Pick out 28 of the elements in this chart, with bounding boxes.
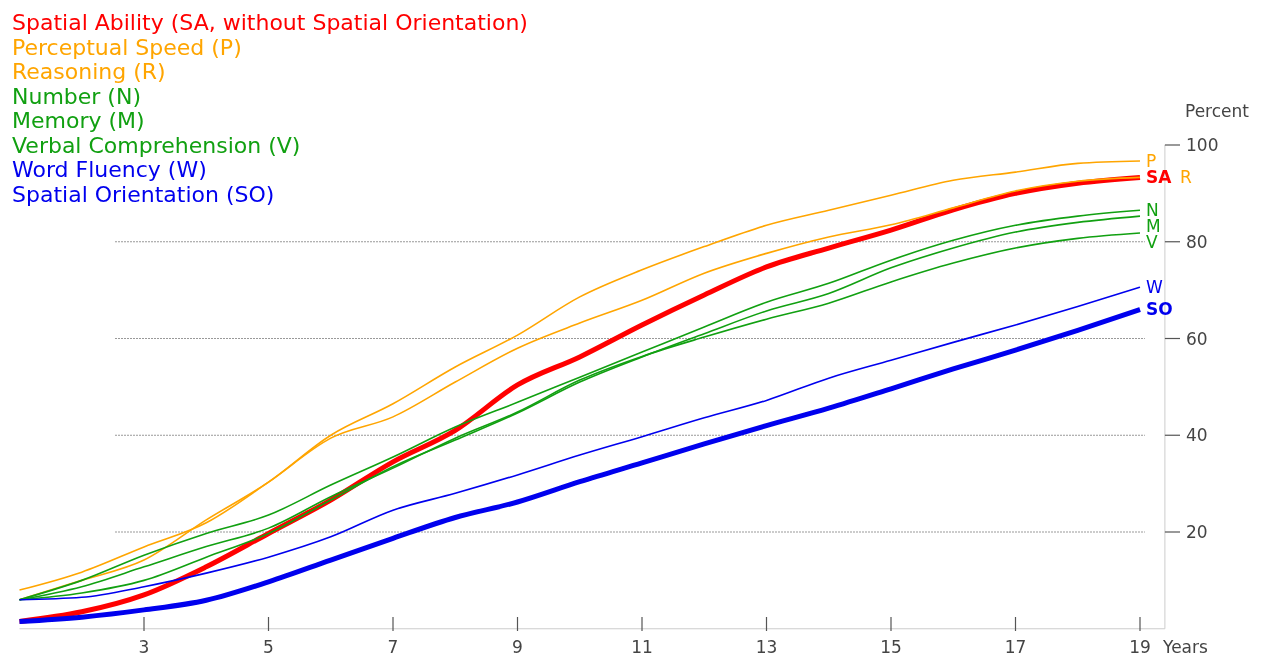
annotation: Spatial Orientation (SO) [12, 181, 275, 207]
y-tick-label: 100 [1186, 135, 1219, 155]
text: Perceptual Speed (P) [12, 34, 242, 60]
series-label: V [1146, 232, 1158, 253]
x-tick-label: 17 [1004, 637, 1027, 657]
series-label: SO [1146, 299, 1173, 320]
x-axis-title: Years [1162, 637, 1208, 657]
text: Number (N) [12, 83, 141, 109]
text: Reasoning (R) [12, 59, 166, 84]
text: R [1180, 167, 1192, 188]
x-tick-label: 3 [138, 637, 150, 657]
y-tick-label: 60 [1186, 328, 1208, 349]
x-tick-label: 15 [880, 637, 902, 657]
annotation: Word Fluency (W) [12, 157, 207, 182]
text: Spatial Ability (SA, without Spatial Orientation) [12, 10, 528, 35]
x-tick-label: 9 [512, 637, 523, 657]
y-axis-title: Percent [1185, 101, 1250, 121]
x-tick-label: 5 [263, 637, 274, 657]
series-label: W [1146, 277, 1163, 298]
y-tick-label: 20 [1186, 522, 1208, 542]
x-tick-label: 7 [387, 637, 399, 657]
x-tick-label: 11 [631, 637, 653, 657]
annotation: Verbal Comprehension (V) [12, 132, 301, 158]
x-tick-label: 13 [755, 637, 778, 657]
y-tick-label: 40 [1186, 425, 1208, 446]
text: Memory (M) [12, 108, 145, 133]
y-tick-label: 80 [1186, 231, 1208, 252]
x-tick-label: 19 [1129, 637, 1151, 657]
